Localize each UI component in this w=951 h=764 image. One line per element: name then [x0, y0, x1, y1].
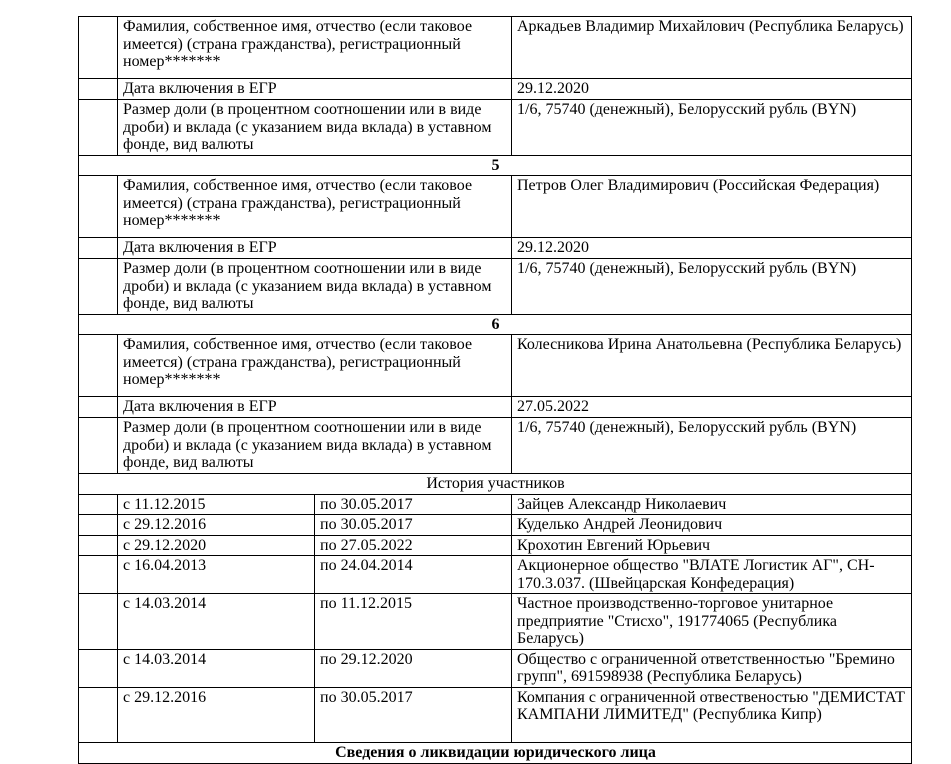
section-number-cell: 6 — [78, 313, 912, 335]
table-row: 6 — [78, 313, 912, 335]
share-value-cell: 1/6, 75740 (денежный), Белорусский рубль… — [511, 417, 912, 474]
history-to-cell: по 11.12.2015 — [314, 593, 512, 650]
history-to-cell: по 29.12.2020 — [314, 648, 512, 688]
row-spacer-cell — [78, 258, 118, 315]
table-row: Фамилия, собственное имя, отчество (если… — [78, 16, 912, 79]
history-to-cell: по 30.05.2017 — [314, 493, 512, 515]
row-spacer-cell — [78, 417, 118, 474]
table-row: с 29.12.2016 по 30.05.2017 Компания с ог… — [78, 686, 912, 743]
row-spacer-cell — [78, 648, 118, 688]
participant-name-value-cell: Колесникова Ирина Анатольевна (Республик… — [511, 334, 912, 397]
history-from-cell: с 29.12.2020 — [117, 534, 315, 556]
history-to-cell: по 24.04.2014 — [314, 555, 512, 594]
egr-date-label-cell: Дата включения в ЕГР — [117, 396, 512, 418]
history-name-cell: Крохотин Евгений Юрьевич — [511, 534, 912, 556]
participant-name-label-cell: Фамилия, собственное имя, отчество (если… — [117, 334, 512, 397]
row-spacer-cell — [78, 593, 118, 650]
registry-extract-table: Фамилия, собственное имя, отчество (если… — [78, 16, 912, 764]
history-to-cell: по 27.05.2022 — [314, 534, 512, 556]
history-from-cell: с 14.03.2014 — [117, 593, 315, 650]
share-value-cell: 1/6, 75740 (денежный), Белорусский рубль… — [511, 258, 912, 315]
row-spacer-cell — [78, 99, 118, 156]
participant-name-label-cell: Фамилия, собственное имя, отчество (если… — [117, 16, 512, 79]
history-title-cell: История участников — [78, 472, 912, 495]
history-name-cell: Общество с ограниченной ответственностью… — [511, 648, 912, 688]
history-from-cell: с 16.04.2013 — [117, 555, 315, 594]
share-label-cell: Размер доли (в процентном соотношении ил… — [117, 258, 512, 315]
row-spacer-cell — [78, 396, 118, 418]
row-spacer-cell — [78, 493, 118, 515]
row-spacer-cell — [78, 16, 118, 79]
row-spacer-cell — [78, 334, 118, 397]
egr-date-value-cell: 27.05.2022 — [511, 396, 912, 418]
history-name-cell: Компания с ограниченной отвественостью "… — [511, 686, 912, 743]
history-name-cell: Куделько Андрей Леонидович — [511, 514, 912, 536]
table-row: Дата включения в ЕГР 27.05.2022 — [78, 396, 912, 418]
table-row: Дата включения в ЕГР 29.12.2020 — [78, 78, 912, 100]
share-label-cell: Размер доли (в процентном соотношении ил… — [117, 99, 512, 156]
row-spacer-cell — [78, 237, 118, 259]
history-to-cell: по 30.05.2017 — [314, 514, 512, 536]
history-from-cell: с 11.12.2015 — [117, 493, 315, 515]
history-name-cell: Акционерное общество "ВЛАТЕ Логистик АГ"… — [511, 555, 912, 594]
table-row: с 14.03.2014 по 11.12.2015 Частное произ… — [78, 593, 912, 650]
participant-name-value-cell: Аркадьев Владимир Михайлович (Республика… — [511, 16, 912, 79]
history-name-cell: Зайцев Александр Николаевич — [511, 493, 912, 515]
history-from-cell: с 29.12.2016 — [117, 686, 315, 743]
share-label-cell: Размер доли (в процентном соотношении ил… — [117, 417, 512, 474]
row-spacer-cell — [78, 534, 118, 556]
table-row: с 16.04.2013 по 24.04.2014 Акционерное о… — [78, 555, 912, 594]
row-spacer-cell — [78, 555, 118, 594]
history-from-cell: с 29.12.2016 — [117, 514, 315, 536]
table-row: с 29.12.2016 по 30.05.2017 Куделько Андр… — [78, 514, 912, 536]
row-spacer-cell — [78, 175, 118, 238]
participant-name-label-cell: Фамилия, собственное имя, отчество (если… — [117, 175, 512, 238]
table-row: с 29.12.2020 по 27.05.2022 Крохотин Евге… — [78, 534, 912, 556]
share-value-cell: 1/6, 75740 (денежный), Белорусский рубль… — [511, 99, 912, 156]
history-to-cell: по 30.05.2017 — [314, 686, 512, 743]
table-row: Фамилия, собственное имя, отчество (если… — [78, 175, 912, 238]
table-row: 5 — [78, 154, 912, 176]
row-spacer-cell — [78, 78, 118, 100]
section-number-cell: 5 — [78, 154, 912, 176]
history-from-cell: с 14.03.2014 — [117, 648, 315, 688]
row-spacer-cell — [78, 514, 118, 536]
egr-date-label-cell: Дата включения в ЕГР — [117, 78, 512, 100]
egr-date-value-cell: 29.12.2020 — [511, 78, 912, 100]
egr-date-value-cell: 29.12.2020 — [511, 237, 912, 259]
table-row: Размер доли (в процентном соотношении ил… — [78, 258, 912, 315]
table-row: Дата включения в ЕГР 29.12.2020 — [78, 237, 912, 259]
table-row: История участников — [78, 472, 912, 495]
participant-name-value-cell: Петров Олег Владимирович (Российская Фед… — [511, 175, 912, 238]
table-row: Фамилия, собственное имя, отчество (если… — [78, 334, 912, 397]
history-name-cell: Частное производственно-торговое унитарн… — [511, 593, 912, 650]
table-row: с 11.12.2015 по 30.05.2017 Зайцев Алекса… — [78, 493, 912, 515]
table-row: Размер доли (в процентном соотношении ил… — [78, 417, 912, 474]
table-row: Размер доли (в процентном соотношении ил… — [78, 99, 912, 156]
table-row: с 14.03.2014 по 29.12.2020 Общество с ог… — [78, 648, 912, 688]
row-spacer-cell — [78, 686, 118, 743]
egr-date-label-cell: Дата включения в ЕГР — [117, 237, 512, 259]
